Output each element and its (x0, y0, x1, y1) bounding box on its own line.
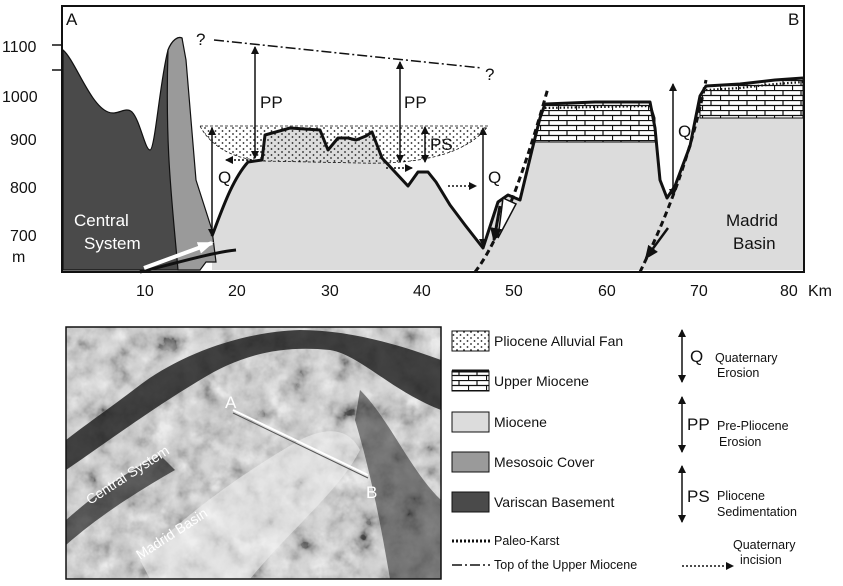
legend-incision-line1: Quaternary (733, 538, 796, 552)
pp-label-1: PP (260, 93, 283, 112)
fault-arrow-right (644, 227, 670, 260)
pliocene-fan (199, 125, 489, 164)
x-unit: Km (808, 283, 832, 300)
x-axis: 10 20 30 40 50 60 70 80 Km (136, 283, 832, 300)
fault-central (139, 248, 237, 274)
legend-q-code: Q (690, 347, 703, 366)
x-tick-10: 10 (136, 283, 154, 300)
x-tick-50: 50 (505, 283, 523, 300)
legend-label-upper-miocene: Upper Miocene (494, 373, 589, 389)
legend-label-paleo-karst: Paleo-Karst (494, 534, 560, 548)
x-tick-70: 70 (690, 283, 708, 300)
legend-label-variscan: Variscan Basement (494, 494, 614, 510)
topographic-profile (210, 76, 804, 250)
legend-label-pliocene-fan: Pliocene Alluvial Fan (494, 333, 623, 349)
legend-swatch-pliocene-fan (451, 330, 490, 352)
legend-swatch-mesozoic (451, 451, 490, 473)
y-unit: m (12, 249, 25, 266)
x-tick-40: 40 (413, 283, 431, 300)
y-tick-1000: 1000 (2, 89, 38, 106)
x-tick-20: 20 (228, 283, 246, 300)
x-tick-60: 60 (598, 283, 616, 300)
pp-label-2: PP (404, 93, 427, 112)
legend-pp-code: PP (687, 415, 710, 434)
map-point-b: B (366, 483, 377, 502)
map-point-a: A (225, 393, 237, 412)
legend-label-miocene: Miocene (494, 414, 547, 430)
satellite-map: A B Central System Madrid Basin (65, 326, 442, 580)
legend-swatch-miocene (451, 411, 490, 433)
legend-label-top-upper-miocene: Top of the Upper Miocene (494, 558, 637, 572)
top-upper-miocene-line (213, 39, 483, 69)
question-mark-right: ? (485, 65, 494, 84)
madrid-basin-label-2: Basin (733, 234, 776, 253)
fault-left (473, 87, 550, 273)
madrid-basin-label-1: Madrid (726, 211, 778, 230)
legend-ps-line2: Sedimentation (717, 505, 797, 519)
legend: Pliocene Alluvial Fan Upper Miocene Mioc… (451, 329, 797, 572)
central-system-label-2: System (84, 234, 141, 253)
legend-swatch-upper-miocene (451, 370, 490, 392)
legend-label-mesozoic: Mesosoic Cover (494, 454, 595, 470)
thrust-arrow (143, 241, 214, 270)
fault-arrow-left (497, 196, 518, 239)
profile-line-ab (232, 409, 369, 476)
paleo-karst-left (544, 104, 651, 110)
question-mark-left: ? (196, 30, 205, 49)
y-tick-700: 700 (10, 228, 37, 245)
q-label-3: Q (678, 122, 691, 141)
legend-q-line1: Quaternary (715, 351, 778, 365)
legend-incision-line2: incision (740, 553, 782, 567)
legend-pp-line1: Pre-Pliocene (717, 419, 789, 433)
legend-ps-code: PS (687, 487, 710, 506)
fault-arrow-left-head (490, 205, 502, 242)
x-tick-80: 80 (780, 283, 798, 300)
y-tick-900: 900 (10, 132, 37, 149)
central-system-label-1: Central (74, 211, 129, 230)
legend-ps-line1: Pliocene (717, 489, 765, 503)
q-label-1: Q (218, 168, 231, 187)
legend-q-line2: Erosion (717, 366, 759, 380)
q-label-2: Q (488, 168, 501, 187)
section-end-b: B (788, 10, 799, 29)
y-tick-800: 800 (10, 180, 37, 197)
x-tick-30: 30 (321, 283, 339, 300)
y-tick-1100: 1100 (2, 39, 37, 56)
ps-label: PS (430, 135, 453, 154)
y-axis: 1100 1000 900 800 700 m (2, 39, 62, 266)
mesozoic-cover (166, 36, 217, 271)
legend-pp-line2: Erosion (719, 435, 761, 449)
legend-swatch-variscan (451, 491, 490, 513)
section-end-a: A (66, 10, 78, 29)
cross-section: A B ? ? PP PP PS Q Q Q Central System Ma… (61, 5, 805, 274)
miocene-body (212, 80, 803, 270)
